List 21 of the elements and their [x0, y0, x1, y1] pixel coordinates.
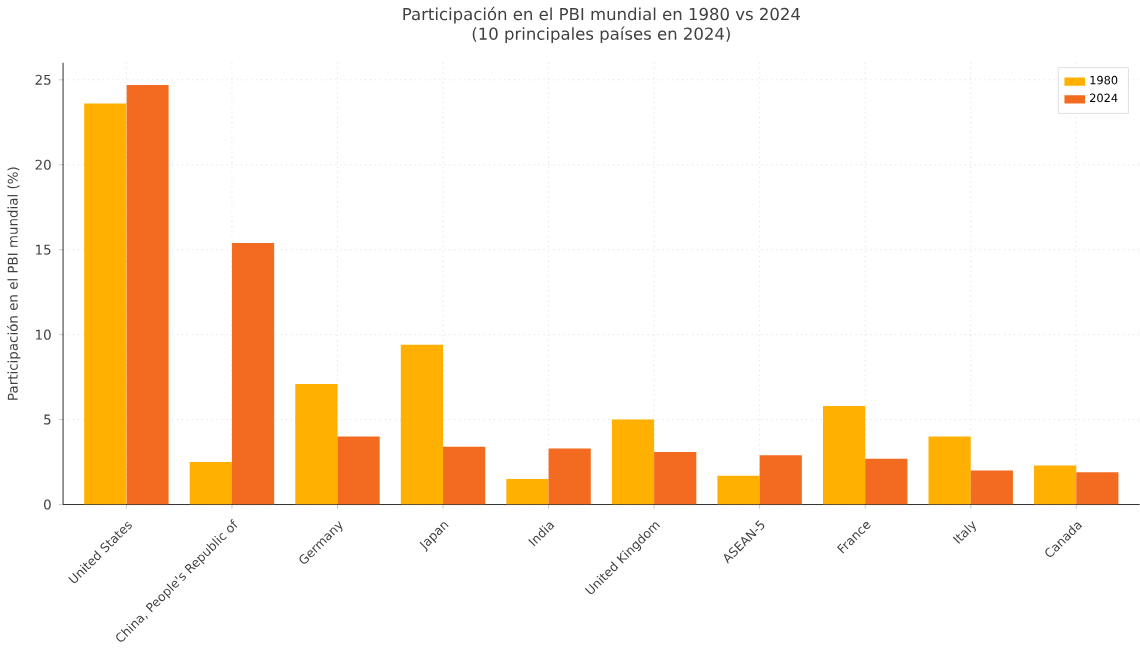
bar: [295, 384, 338, 505]
bar: [822, 406, 866, 505]
chart-title: Participación en el PBI mundial en 1980 vs 2024 (10 principales países en 2024): [403, 7, 800, 44]
bar: [1034, 465, 1077, 505]
bar: [400, 345, 444, 505]
bar: [717, 476, 760, 505]
bar: [126, 85, 169, 505]
bar: [337, 436, 380, 505]
bar: [759, 455, 802, 505]
bar: [443, 447, 486, 505]
bar: [1076, 472, 1119, 505]
bar: [506, 479, 549, 505]
bar: [189, 462, 232, 505]
bar: [654, 452, 697, 505]
bar: [611, 419, 655, 505]
bar: [928, 436, 971, 505]
bar: [970, 470, 1013, 505]
bar: [865, 459, 908, 505]
bar: [231, 243, 275, 505]
bar: [548, 448, 591, 505]
bar: [84, 103, 127, 505]
